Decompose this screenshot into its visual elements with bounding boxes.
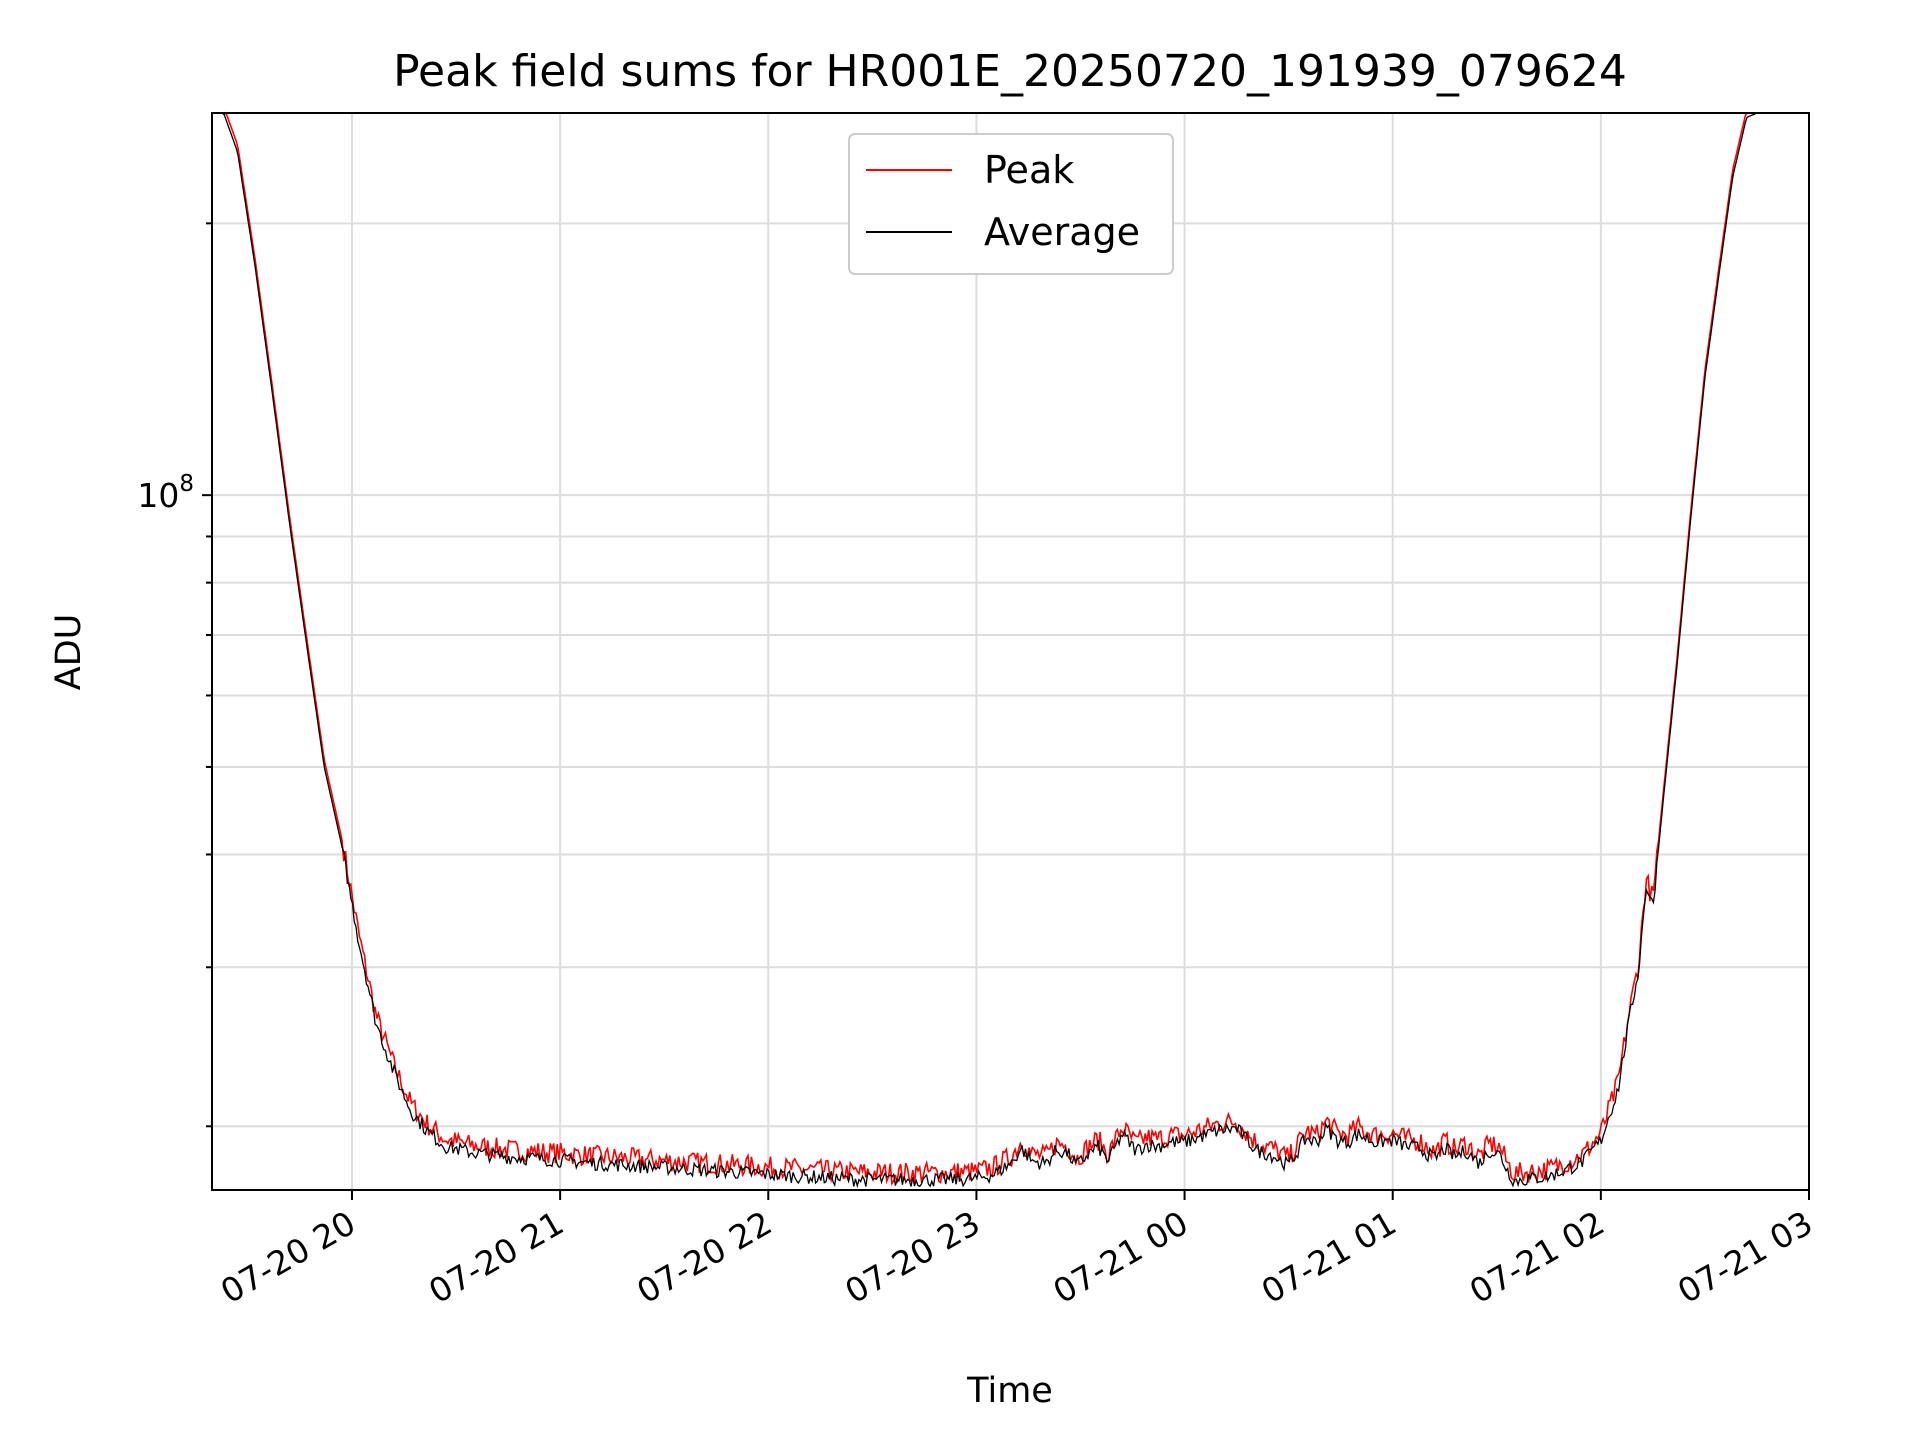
y-axis-ticks: 108: [137, 222, 212, 1128]
legend-label-average: Average: [984, 210, 1140, 254]
legend: Peak Average: [848, 133, 1174, 275]
series-layer: [212, 111, 1757, 1189]
x-axis-label: Time: [966, 1371, 1053, 1411]
chart-title: Peak field sums for HR001E_20250720_1919…: [393, 46, 1627, 97]
y-tick-label: 108: [137, 471, 194, 515]
series-line-average: [212, 112, 1756, 1189]
series-line-peak: [212, 111, 1757, 1187]
y-axis-label: ADU: [49, 614, 89, 691]
legend-label-peak: Peak: [984, 148, 1074, 192]
plot-frame: [211, 112, 1810, 1191]
